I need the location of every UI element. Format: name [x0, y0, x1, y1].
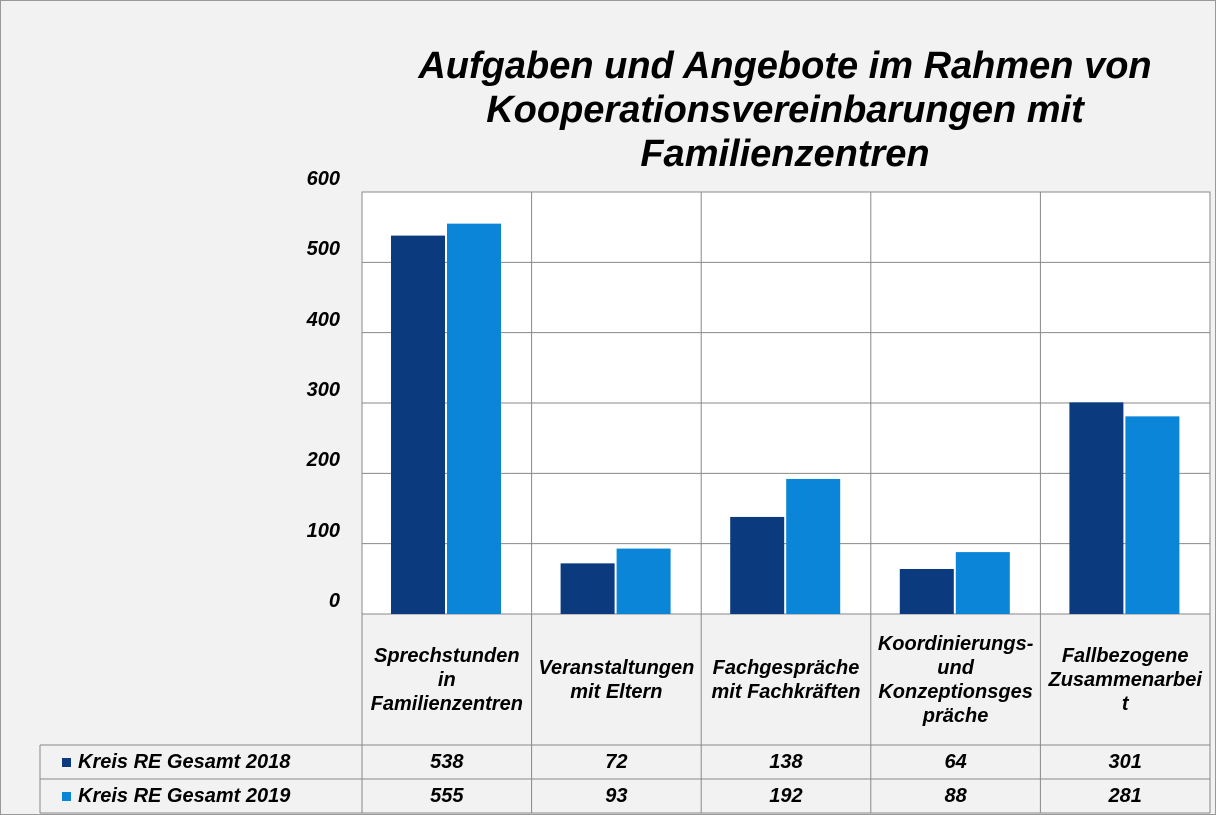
legend-label: Kreis RE Gesamt 2018: [78, 751, 291, 773]
table-value: 281: [1108, 785, 1142, 807]
bar: [1125, 416, 1180, 614]
y-tick-label: 600: [306, 168, 340, 190]
y-tick-label: 100: [306, 519, 340, 542]
bar: [447, 223, 501, 614]
table-value: 538: [430, 751, 464, 773]
x-tick-label: Veranstaltungen mit Eltern: [538, 657, 695, 703]
bar: [560, 563, 615, 614]
bar: [391, 235, 445, 614]
table-value: 555: [430, 785, 464, 807]
legend-swatch: [62, 758, 71, 767]
table-value: 64: [944, 751, 967, 773]
table-value: 72: [605, 751, 628, 773]
bar: [1069, 402, 1124, 614]
bar: [616, 548, 671, 614]
bar: [730, 516, 785, 614]
y-tick-label: 400: [306, 308, 340, 331]
table-value: 301: [1108, 751, 1142, 773]
bar: [955, 552, 1010, 614]
table-value: 138: [769, 751, 803, 773]
y-tick-label: 500: [306, 238, 340, 261]
bar: [786, 478, 841, 614]
table-value: 88: [944, 785, 967, 807]
y-tick-label: 300: [306, 379, 340, 401]
legend-label: Kreis RE Gesamt 2019: [78, 785, 291, 807]
x-tick-label: Koordinierungs- und Konzeptionsgespräche: [877, 633, 1034, 727]
x-tick-label: Fallbezogene Zusammenarbeit: [1048, 645, 1202, 715]
x-tick-label: Sprechstunden in Familienzentren: [370, 645, 523, 715]
bar: [899, 568, 954, 614]
legend-swatch: [62, 792, 71, 801]
y-tick-label: 0: [328, 590, 340, 612]
table-value: 93: [605, 785, 628, 807]
y-tick-label: 200: [306, 449, 340, 472]
table-value: 192: [769, 785, 803, 807]
chart-title: Aufgaben und Angebote im Rahmen von Koop…: [418, 45, 1152, 175]
x-tick-label: Fachgespräche mit Fachkräften: [711, 657, 861, 703]
